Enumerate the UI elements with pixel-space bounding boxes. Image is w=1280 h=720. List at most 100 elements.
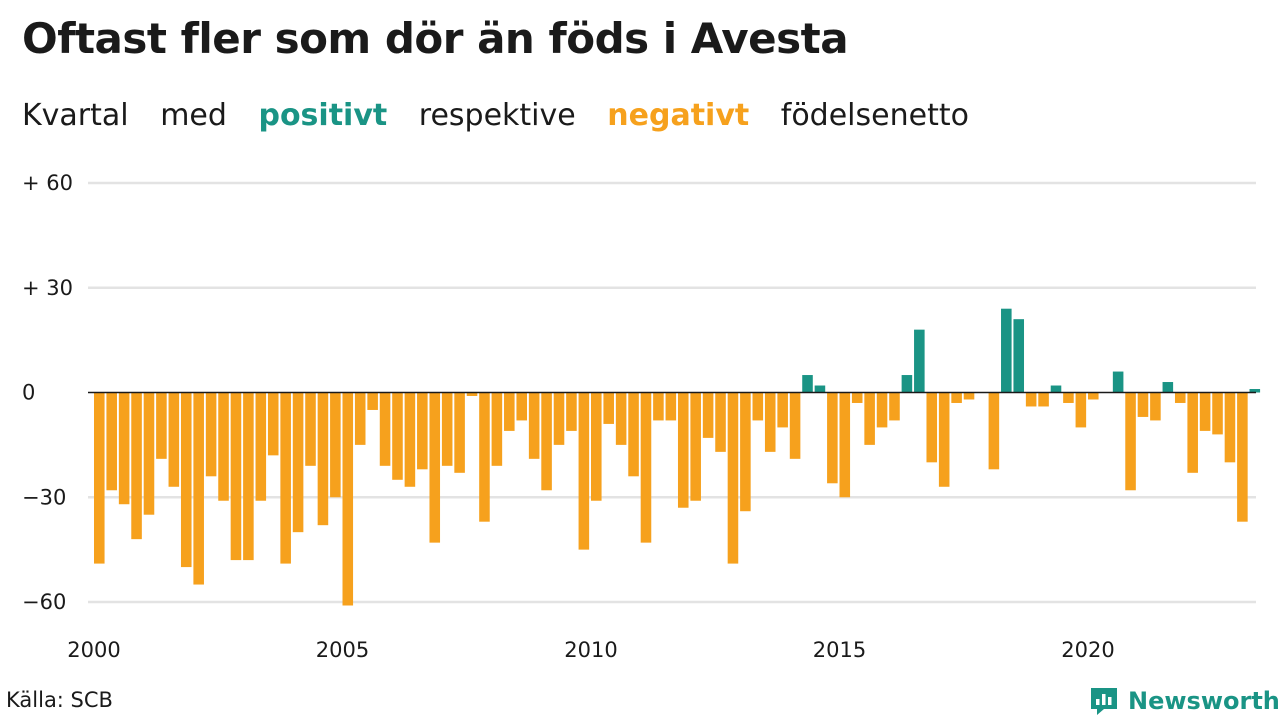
y-tick-label: −60 [22, 590, 66, 614]
bar-negative [528, 392, 540, 459]
bar-negative [1199, 392, 1211, 431]
bar-negative [342, 392, 354, 606]
bar-negative [429, 392, 441, 543]
bar-positive [914, 329, 925, 393]
bar-negative [417, 392, 428, 470]
bar-negative [566, 392, 577, 431]
bar-negative [1174, 392, 1186, 403]
brand-name: Newsworthy [1128, 687, 1280, 715]
bar-negative [1025, 392, 1037, 407]
bar-negative [702, 392, 714, 438]
x-tick-label: 2020 [1061, 638, 1114, 662]
bar-negative [180, 392, 192, 568]
bar-negative [541, 392, 552, 491]
subtitle-word-respektive: respektive [418, 98, 576, 133]
source-note: Källa: SCB [6, 688, 113, 712]
bar-negative [727, 392, 739, 564]
bar-negative [764, 392, 776, 452]
subtitle-word-fodelsenetto: födelsenetto [780, 98, 969, 133]
bar-negative [454, 392, 465, 473]
bar-negative [653, 392, 664, 421]
chart-title: Oftast fler som dör än föds i Avesta [22, 14, 849, 63]
bar-negative [864, 392, 875, 445]
chart-subtitle: Kvartal med positivt respektive negativt… [22, 98, 991, 133]
y-tick-label: −30 [22, 485, 66, 509]
bars [94, 308, 1261, 606]
bar-negative [1075, 392, 1087, 428]
bar-negative [603, 392, 614, 424]
bar-negative [578, 392, 590, 550]
bar-negative [118, 392, 130, 505]
bar-negative [504, 392, 515, 431]
bar-negative [851, 392, 863, 403]
bar-negative [106, 392, 117, 491]
bar-negative [615, 392, 627, 445]
bar-positive [901, 375, 913, 393]
y-tick-label: + 60 [22, 171, 73, 195]
bar-negative [267, 392, 279, 456]
bar-negative [305, 392, 316, 466]
bar-negative [1150, 392, 1161, 421]
bar-negative [379, 392, 391, 466]
bar-negative [354, 392, 366, 445]
y-tick-label: + 30 [22, 276, 73, 300]
bar-negative [839, 392, 851, 498]
newsworthy-logo-icon [1091, 688, 1117, 715]
bar-negative [280, 392, 291, 564]
bar-negative [479, 392, 490, 522]
subtitle-word-med: med [160, 98, 227, 133]
bar-negative [466, 392, 478, 396]
subtitle-negative-word: negativt [607, 98, 750, 133]
bar-negative [752, 392, 764, 421]
bar-negative [367, 392, 378, 410]
bar-negative [1212, 392, 1223, 435]
bar-negative [243, 392, 254, 561]
bar-positive [1001, 308, 1012, 393]
bar-positive [802, 375, 813, 393]
bar-negative [404, 392, 416, 487]
bar-negative [317, 392, 329, 526]
bar-negative [193, 392, 204, 585]
x-tick-label: 2005 [316, 638, 369, 662]
bar-negative [591, 392, 602, 501]
bar-negative [740, 392, 751, 512]
bar-negative [441, 392, 453, 466]
bar-negative [677, 392, 689, 508]
subtitle-positive-word: positivt [258, 98, 388, 133]
bar-negative [292, 392, 304, 533]
bar-negative [491, 392, 503, 466]
x-tick-label: 2010 [564, 638, 617, 662]
bar-negative [553, 392, 565, 445]
bar-positive [814, 385, 826, 393]
bar-negative [143, 392, 155, 515]
bar-negative [392, 392, 403, 480]
bar-negative [690, 392, 701, 501]
bar-negative [1224, 392, 1236, 463]
bar-negative [926, 392, 938, 463]
bar-negative [516, 392, 528, 421]
x-tick-label: 2015 [813, 638, 866, 662]
bar-negative [1187, 392, 1198, 473]
bar-negative [640, 392, 652, 543]
bar-positive [1013, 319, 1025, 393]
bar-negative [94, 392, 105, 564]
bar-negative [1038, 392, 1049, 407]
bar-positive [1050, 385, 1062, 393]
bar-negative [628, 392, 639, 477]
bar-negative [168, 392, 180, 487]
bar-negative [218, 392, 229, 501]
bar-negative [715, 392, 726, 452]
bar-positive [1112, 371, 1124, 393]
bar-negative [665, 392, 677, 421]
y-tick-label: 0 [22, 381, 35, 405]
bar-negative [330, 392, 341, 498]
bar-negative [1063, 392, 1074, 403]
bar-negative [230, 392, 242, 561]
bar-positive [1249, 389, 1261, 393]
subtitle-word-kvartal: Kvartal [22, 98, 129, 133]
bar-negative [789, 392, 801, 459]
bar-negative [889, 392, 900, 421]
bar-negative [963, 392, 975, 400]
